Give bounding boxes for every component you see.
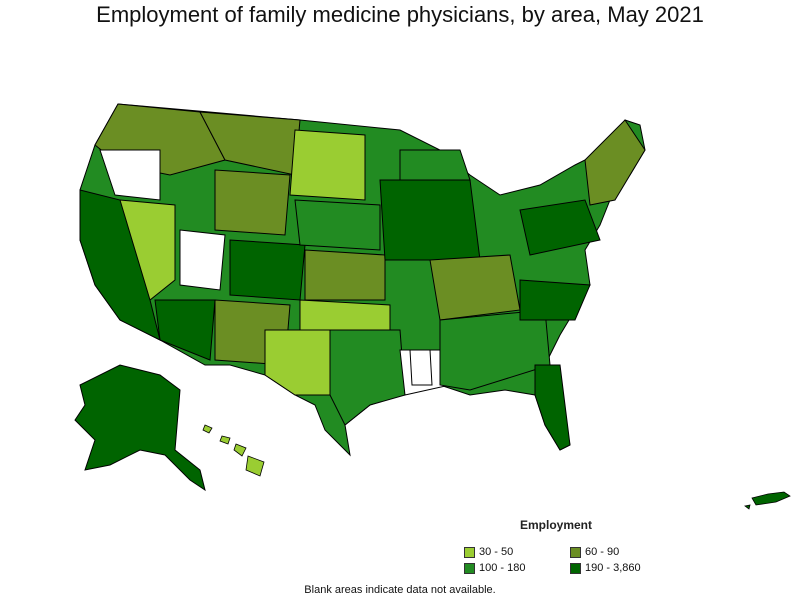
region-florida (534, 364, 571, 451)
region-nebraska (294, 199, 381, 251)
legend-item: 100 - 180 (464, 562, 525, 574)
legend-swatch (570, 546, 581, 558)
hawaii (202, 424, 265, 477)
legend-swatch (464, 546, 475, 558)
region-texas (329, 329, 406, 426)
region-wyoming (214, 169, 291, 236)
map-title: Employment of family medicine physicians… (96, 2, 704, 27)
legend-item: 190 - 3,860 (570, 562, 641, 574)
region-kansas (304, 249, 386, 301)
region-great-lakes (399, 149, 471, 181)
region-mid-atlantic (519, 199, 601, 256)
region-mississippi-blank (409, 349, 433, 386)
region-oregon-blank (99, 149, 161, 201)
contiguous-us (79, 103, 646, 457)
legend-label: 190 - 3,860 (585, 562, 641, 574)
region-west-texas (264, 329, 331, 396)
region-oklahoma (299, 299, 391, 331)
legend-title: Employment (520, 518, 593, 532)
legend-swatch (464, 562, 475, 574)
region-california (79, 189, 161, 341)
region-arizona (154, 299, 216, 361)
legend-label: 60 - 90 (585, 546, 620, 558)
alaska (74, 364, 206, 492)
legend-item: 60 - 90 (570, 546, 619, 558)
legend-label: 30 - 50 (479, 546, 514, 558)
legend-item: 30 - 50 (464, 546, 513, 558)
region-colorado (229, 239, 306, 301)
region-dakotas (289, 129, 366, 201)
region-utah-blank (179, 229, 226, 291)
footnote: Blank areas indicate data not available. (304, 584, 496, 596)
region-new-england (584, 119, 646, 206)
region-midwest (379, 179, 481, 261)
region-carolinas (519, 279, 591, 321)
region-ohio-valley (429, 254, 521, 321)
puerto-rico (744, 491, 791, 510)
legend-label: 100 - 180 (479, 562, 526, 574)
legend-swatch (570, 562, 581, 574)
